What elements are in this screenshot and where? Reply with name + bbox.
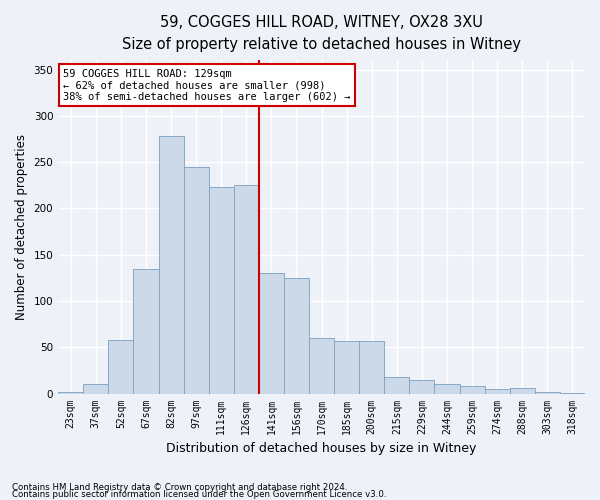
- Bar: [284, 278, 309, 394]
- Bar: [309, 338, 334, 394]
- Bar: [510, 388, 535, 394]
- Bar: [434, 384, 460, 394]
- Bar: [184, 167, 209, 394]
- Bar: [535, 392, 560, 394]
- Bar: [485, 389, 510, 394]
- Bar: [158, 136, 184, 394]
- Bar: [58, 392, 83, 394]
- Bar: [334, 341, 359, 394]
- Text: Contains HM Land Registry data © Crown copyright and database right 2024.: Contains HM Land Registry data © Crown c…: [12, 484, 347, 492]
- X-axis label: Distribution of detached houses by size in Witney: Distribution of detached houses by size …: [166, 442, 477, 455]
- Y-axis label: Number of detached properties: Number of detached properties: [15, 134, 28, 320]
- Bar: [460, 386, 485, 394]
- Title: 59, COGGES HILL ROAD, WITNEY, OX28 3XU
Size of property relative to detached hou: 59, COGGES HILL ROAD, WITNEY, OX28 3XU S…: [122, 15, 521, 52]
- Bar: [409, 380, 434, 394]
- Bar: [259, 273, 284, 394]
- Text: 59 COGGES HILL ROAD: 129sqm
← 62% of detached houses are smaller (998)
38% of se: 59 COGGES HILL ROAD: 129sqm ← 62% of det…: [64, 68, 351, 102]
- Bar: [560, 392, 585, 394]
- Bar: [83, 384, 109, 394]
- Bar: [359, 341, 385, 394]
- Bar: [234, 186, 259, 394]
- Bar: [209, 187, 234, 394]
- Bar: [385, 377, 409, 394]
- Bar: [109, 340, 133, 394]
- Text: Contains public sector information licensed under the Open Government Licence v3: Contains public sector information licen…: [12, 490, 386, 499]
- Bar: [133, 268, 158, 394]
